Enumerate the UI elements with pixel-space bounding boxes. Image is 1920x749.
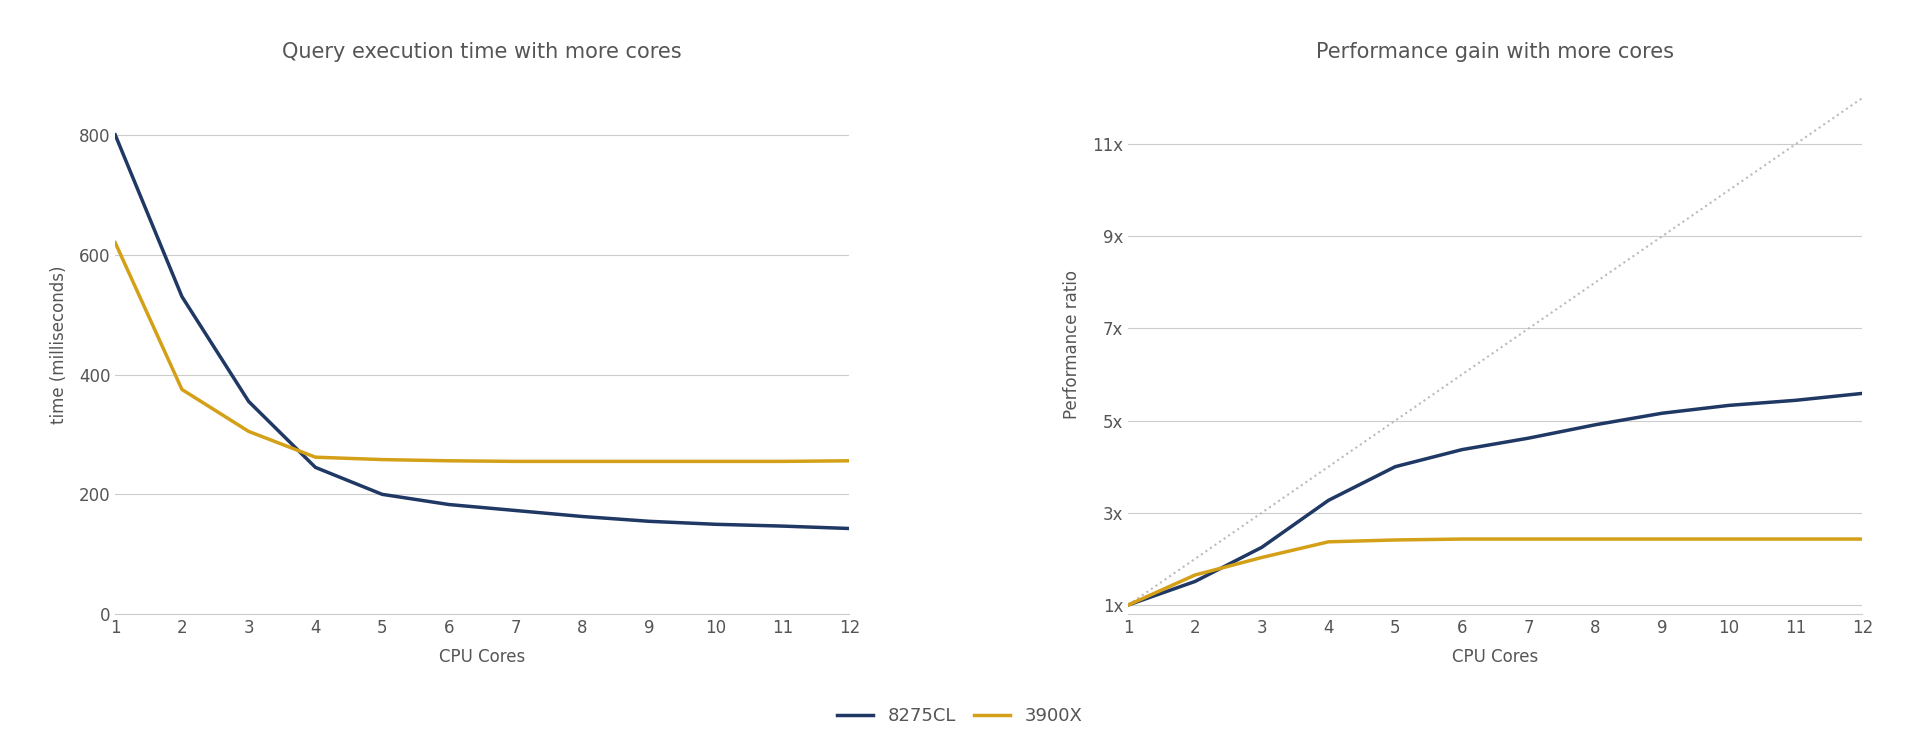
Y-axis label: time (milliseconds): time (milliseconds) [50, 265, 67, 424]
Title: Performance gain with more cores: Performance gain with more cores [1317, 42, 1674, 62]
Y-axis label: Performance ratio: Performance ratio [1064, 270, 1081, 419]
Title: Query execution time with more cores: Query execution time with more cores [282, 42, 682, 62]
X-axis label: CPU Cores: CPU Cores [1452, 648, 1538, 666]
Legend: 8275CL, 3900X: 8275CL, 3900X [829, 700, 1091, 733]
X-axis label: CPU Cores: CPU Cores [440, 648, 526, 666]
